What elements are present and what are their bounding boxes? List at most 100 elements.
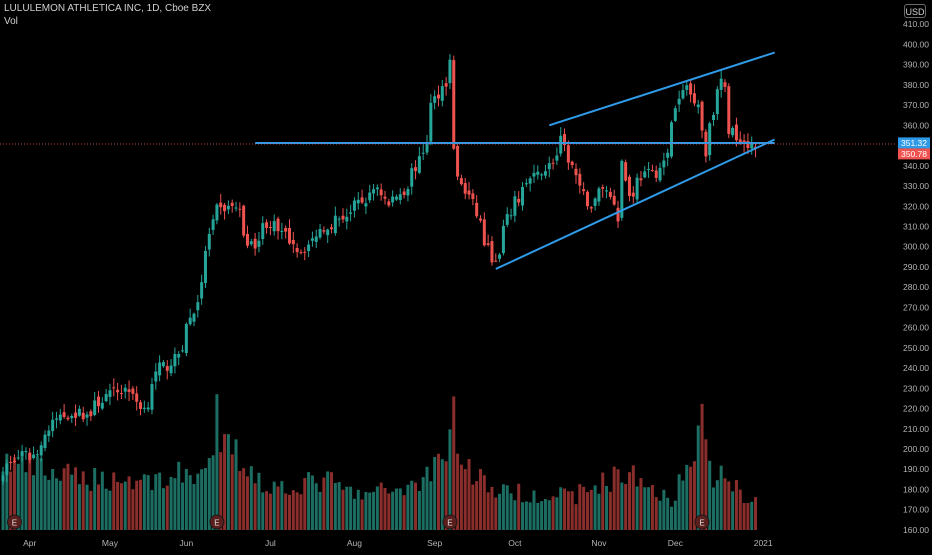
time-tick-label: Aug	[347, 538, 362, 548]
volume-bar	[112, 472, 116, 530]
candle	[597, 186, 601, 206]
volume-bar	[643, 487, 647, 530]
candle-body	[54, 418, 58, 420]
volume-bar	[119, 483, 123, 530]
candle-body	[540, 174, 544, 176]
candle-body	[589, 207, 593, 209]
currency-badge[interactable]: USD	[904, 4, 926, 18]
candle-body	[150, 384, 154, 410]
candle-body	[280, 230, 284, 232]
candle	[139, 399, 143, 416]
earnings-marker-circle	[442, 514, 458, 530]
candle	[440, 80, 444, 107]
volume-label: Vol	[4, 16, 18, 27]
candle-body	[517, 198, 521, 203]
candle	[712, 112, 716, 126]
earnings-marker: E	[694, 514, 710, 530]
volume-bar	[612, 466, 616, 530]
candle	[425, 134, 429, 156]
volume-bar	[406, 484, 410, 530]
candle-body	[81, 412, 85, 420]
candle-body	[47, 430, 51, 436]
volume-bar	[727, 481, 731, 530]
candle-body	[582, 189, 586, 192]
candle-body	[402, 191, 406, 195]
volume-bar	[670, 506, 673, 530]
candle-body	[333, 215, 337, 234]
volume-bar	[158, 472, 162, 530]
earnings-marker: E	[209, 514, 225, 530]
trendlines[interactable]	[255, 51, 776, 270]
candle	[207, 227, 211, 257]
price-axis-bg	[896, 0, 932, 550]
candle-body	[230, 202, 234, 207]
candle	[723, 79, 727, 92]
candle	[127, 380, 131, 402]
candle	[551, 158, 555, 170]
candle	[62, 404, 66, 419]
volume-bar	[345, 486, 349, 530]
volume-bar	[375, 486, 379, 530]
time-axis[interactable]: Apr May Jun Jul Aug Sep Oct Nov Dec 2021	[23, 538, 773, 548]
candle	[490, 236, 494, 266]
volume-bar	[368, 492, 372, 530]
candle	[639, 170, 643, 187]
volume-bar	[12, 457, 16, 530]
volume-bar	[608, 491, 612, 530]
volume-bar	[123, 481, 127, 530]
volume-bar	[754, 497, 758, 530]
candle	[589, 205, 593, 213]
candle	[1, 466, 5, 485]
volume-bar	[234, 439, 238, 530]
candle-body	[555, 155, 559, 161]
candle	[24, 447, 28, 460]
candle	[135, 386, 139, 411]
candle	[291, 231, 295, 253]
candle-body	[498, 254, 502, 259]
volume-bar	[425, 466, 429, 530]
volume-bar	[452, 396, 456, 530]
volume-bar	[746, 502, 750, 530]
candle	[670, 120, 673, 159]
candle	[654, 165, 658, 183]
volume-bar	[570, 491, 574, 530]
candle	[734, 117, 738, 147]
candle-body	[712, 114, 716, 121]
candle-body	[242, 205, 246, 236]
volume-bar	[54, 478, 58, 530]
candle	[524, 178, 528, 188]
volume-bar	[211, 455, 215, 530]
candle-body	[310, 238, 314, 241]
volume-bar	[284, 493, 288, 530]
candle	[89, 409, 93, 422]
candle-body	[414, 167, 418, 172]
candle	[677, 90, 681, 113]
candle-body	[326, 229, 330, 236]
earnings-marker-circle	[6, 514, 22, 530]
candle	[12, 454, 16, 464]
earnings-marker-label: E	[699, 519, 704, 528]
volume-bar	[276, 486, 280, 530]
volume-bar	[627, 472, 631, 530]
candle	[387, 198, 391, 208]
candle-body	[391, 196, 395, 203]
candle	[154, 363, 158, 390]
time-tick-label: Nov	[591, 538, 607, 548]
candle	[81, 406, 85, 423]
volume-bar	[242, 468, 246, 530]
volume-bar	[467, 459, 471, 530]
candle	[731, 126, 735, 138]
candle	[93, 392, 97, 417]
candle-body	[456, 145, 460, 177]
volume-bar	[566, 491, 570, 530]
symbol-title: LULULEMON ATHLETICA INC, 1D, Cboe BZX	[4, 3, 212, 14]
volume-bar	[482, 475, 486, 530]
price-axis[interactable]: 160.00 170.00 180.00 190.00 200.00 210.00 220.…	[896, 0, 932, 550]
candle	[452, 55, 456, 151]
candle	[146, 402, 150, 413]
volume-bar	[356, 489, 360, 530]
